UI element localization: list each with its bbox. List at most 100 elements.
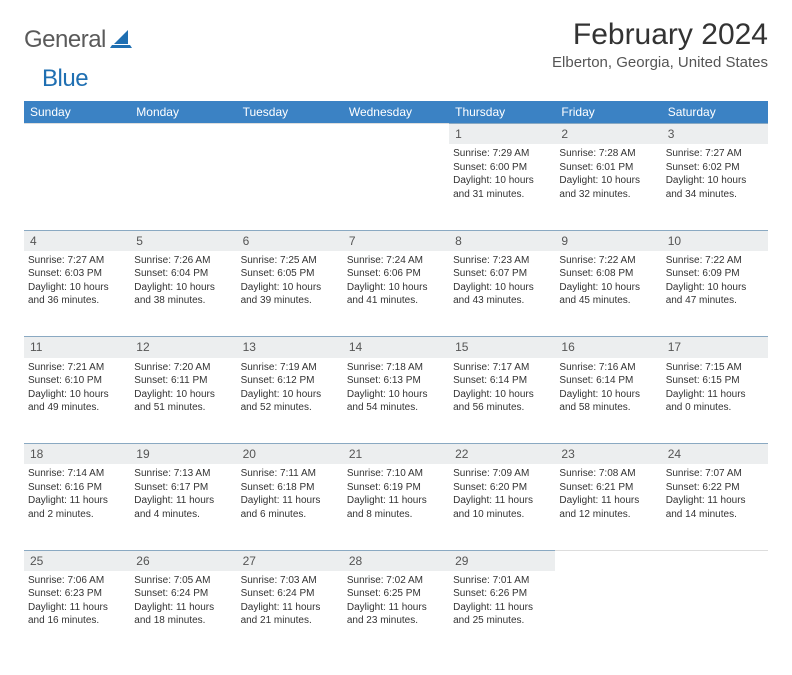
day-cell: Sunrise: 7:16 AMSunset: 6:14 PMDaylight:… <box>555 358 661 444</box>
sunset-text: Sunset: 6:23 PM <box>28 587 126 601</box>
day-cell: Sunrise: 7:14 AMSunset: 6:16 PMDaylight:… <box>24 464 130 550</box>
day-number <box>130 124 236 145</box>
day1-text: Daylight: 10 hours <box>28 388 126 402</box>
day2-text: and 45 minutes. <box>559 294 657 308</box>
sunrise-text: Sunrise: 7:29 AM <box>453 147 551 161</box>
day1-text: Daylight: 10 hours <box>453 388 551 402</box>
logo-text-general: General <box>24 26 106 54</box>
sunset-text: Sunset: 6:03 PM <box>28 267 126 281</box>
calendar-table: Sunday Monday Tuesday Wednesday Thursday… <box>24 101 768 657</box>
day-number: 1 <box>449 124 555 145</box>
day-cell: Sunrise: 7:17 AMSunset: 6:14 PMDaylight:… <box>449 358 555 444</box>
day2-text: and 49 minutes. <box>28 401 126 415</box>
day-cell <box>343 144 449 230</box>
day2-text: and 36 minutes. <box>28 294 126 308</box>
day-number: 19 <box>130 444 236 465</box>
day2-text: and 10 minutes. <box>453 508 551 522</box>
day2-text: and 16 minutes. <box>28 614 126 628</box>
calendar-page: General February 2024 Elberton, Georgia,… <box>0 0 792 675</box>
day-number: 13 <box>237 337 343 358</box>
day2-text: and 25 minutes. <box>453 614 551 628</box>
day2-text: and 14 minutes. <box>666 508 764 522</box>
day-cell: Sunrise: 7:28 AMSunset: 6:01 PMDaylight:… <box>555 144 661 230</box>
weekday-header: Monday <box>130 101 236 124</box>
day-number: 12 <box>130 337 236 358</box>
sunrise-text: Sunrise: 7:23 AM <box>453 254 551 268</box>
sunset-text: Sunset: 6:16 PM <box>28 481 126 495</box>
day1-text: Daylight: 11 hours <box>559 494 657 508</box>
day2-text: and 31 minutes. <box>453 188 551 202</box>
sunset-text: Sunset: 6:14 PM <box>453 374 551 388</box>
day1-text: Daylight: 10 hours <box>453 281 551 295</box>
day1-text: Daylight: 10 hours <box>559 281 657 295</box>
day-cell: Sunrise: 7:27 AMSunset: 6:03 PMDaylight:… <box>24 251 130 337</box>
sunrise-text: Sunrise: 7:02 AM <box>347 574 445 588</box>
day2-text: and 18 minutes. <box>134 614 232 628</box>
daynum-row: 123 <box>24 124 768 145</box>
sunset-text: Sunset: 6:14 PM <box>559 374 657 388</box>
day2-text: and 32 minutes. <box>559 188 657 202</box>
day-number: 28 <box>343 550 449 571</box>
sunset-text: Sunset: 6:25 PM <box>347 587 445 601</box>
day2-text: and 8 minutes. <box>347 508 445 522</box>
sunrise-text: Sunrise: 7:10 AM <box>347 467 445 481</box>
day-cell: Sunrise: 7:15 AMSunset: 6:15 PMDaylight:… <box>662 358 768 444</box>
day1-text: Daylight: 10 hours <box>453 174 551 188</box>
day1-text: Daylight: 11 hours <box>347 494 445 508</box>
day2-text: and 51 minutes. <box>134 401 232 415</box>
day-cell: Sunrise: 7:19 AMSunset: 6:12 PMDaylight:… <box>237 358 343 444</box>
daynum-row: 2526272829 <box>24 550 768 571</box>
day-cell: Sunrise: 7:27 AMSunset: 6:02 PMDaylight:… <box>662 144 768 230</box>
day-cell: Sunrise: 7:05 AMSunset: 6:24 PMDaylight:… <box>130 571 236 657</box>
day1-text: Daylight: 11 hours <box>241 601 339 615</box>
day-number: 8 <box>449 230 555 251</box>
day2-text: and 58 minutes. <box>559 401 657 415</box>
day-cell: Sunrise: 7:18 AMSunset: 6:13 PMDaylight:… <box>343 358 449 444</box>
day1-text: Daylight: 10 hours <box>666 281 764 295</box>
day-cell: Sunrise: 7:25 AMSunset: 6:05 PMDaylight:… <box>237 251 343 337</box>
day1-text: Daylight: 10 hours <box>666 174 764 188</box>
weekday-header: Saturday <box>662 101 768 124</box>
day-number: 6 <box>237 230 343 251</box>
sunset-text: Sunset: 6:05 PM <box>241 267 339 281</box>
sunset-text: Sunset: 6:09 PM <box>666 267 764 281</box>
day-cell: Sunrise: 7:29 AMSunset: 6:00 PMDaylight:… <box>449 144 555 230</box>
sunrise-text: Sunrise: 7:28 AM <box>559 147 657 161</box>
day1-text: Daylight: 10 hours <box>347 281 445 295</box>
month-title: February 2024 <box>552 18 768 52</box>
day1-text: Daylight: 10 hours <box>28 281 126 295</box>
day-number: 27 <box>237 550 343 571</box>
title-block: February 2024 Elberton, Georgia, United … <box>552 18 768 71</box>
day-number: 16 <box>555 337 661 358</box>
sunset-text: Sunset: 6:10 PM <box>28 374 126 388</box>
day-number: 22 <box>449 444 555 465</box>
day2-text: and 52 minutes. <box>241 401 339 415</box>
day-number: 3 <box>662 124 768 145</box>
day-cell: Sunrise: 7:01 AMSunset: 6:26 PMDaylight:… <box>449 571 555 657</box>
day-number <box>24 124 130 145</box>
sunrise-text: Sunrise: 7:20 AM <box>134 361 232 375</box>
logo-sail-icon <box>110 28 132 53</box>
day-number: 25 <box>24 550 130 571</box>
day1-text: Daylight: 11 hours <box>453 601 551 615</box>
day-number: 20 <box>237 444 343 465</box>
day-cell: Sunrise: 7:23 AMSunset: 6:07 PMDaylight:… <box>449 251 555 337</box>
day-cell: Sunrise: 7:11 AMSunset: 6:18 PMDaylight:… <box>237 464 343 550</box>
sunset-text: Sunset: 6:24 PM <box>134 587 232 601</box>
daynum-row: 11121314151617 <box>24 337 768 358</box>
day-cell <box>237 144 343 230</box>
logo: General <box>24 18 134 54</box>
sunset-text: Sunset: 6:24 PM <box>241 587 339 601</box>
day-cell: Sunrise: 7:02 AMSunset: 6:25 PMDaylight:… <box>343 571 449 657</box>
day-cell <box>130 144 236 230</box>
weekday-header: Wednesday <box>343 101 449 124</box>
logo-text-blue: Blue <box>42 65 88 93</box>
sunrise-text: Sunrise: 7:13 AM <box>134 467 232 481</box>
sunset-text: Sunset: 6:11 PM <box>134 374 232 388</box>
sunrise-text: Sunrise: 7:09 AM <box>453 467 551 481</box>
day-cell: Sunrise: 7:13 AMSunset: 6:17 PMDaylight:… <box>130 464 236 550</box>
day-number: 5 <box>130 230 236 251</box>
day-number <box>343 124 449 145</box>
sunrise-text: Sunrise: 7:05 AM <box>134 574 232 588</box>
day2-text: and 38 minutes. <box>134 294 232 308</box>
